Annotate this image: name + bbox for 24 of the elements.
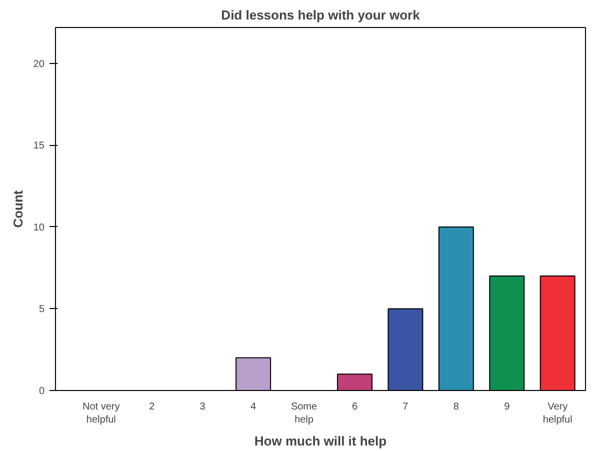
x-tick-label: 3 — [200, 402, 206, 412]
x-tick-label: 8 — [453, 402, 460, 412]
chart-title: Did lessons help with your work — [221, 8, 421, 22]
y-tick-label: 15 — [33, 140, 45, 152]
bar — [388, 308, 424, 390]
bar — [489, 276, 525, 390]
bar — [236, 357, 272, 390]
x-tick-label: 4 — [250, 402, 257, 412]
x-axis-title: How much will it help — [254, 434, 387, 449]
y-axis-title: Count — [10, 190, 26, 228]
x-tick-label: Not very helpful — [82, 402, 120, 426]
x-tick-label: 2 — [149, 402, 156, 412]
y-tick-label: 10 — [33, 222, 45, 234]
x-tick-label: Very helpful — [542, 402, 572, 426]
bar — [540, 276, 576, 390]
bar — [438, 226, 474, 390]
x-tick-label: 6 — [352, 402, 358, 412]
x-tick-label: Some help — [290, 402, 318, 426]
y-tick-label: 0 — [38, 386, 45, 397]
x-tick-label: 7 — [402, 402, 409, 412]
y-tick-label: 5 — [38, 304, 45, 316]
bar — [336, 374, 372, 390]
y-tick-label: 20 — [33, 58, 45, 70]
x-tick-label: 9 — [504, 402, 510, 412]
